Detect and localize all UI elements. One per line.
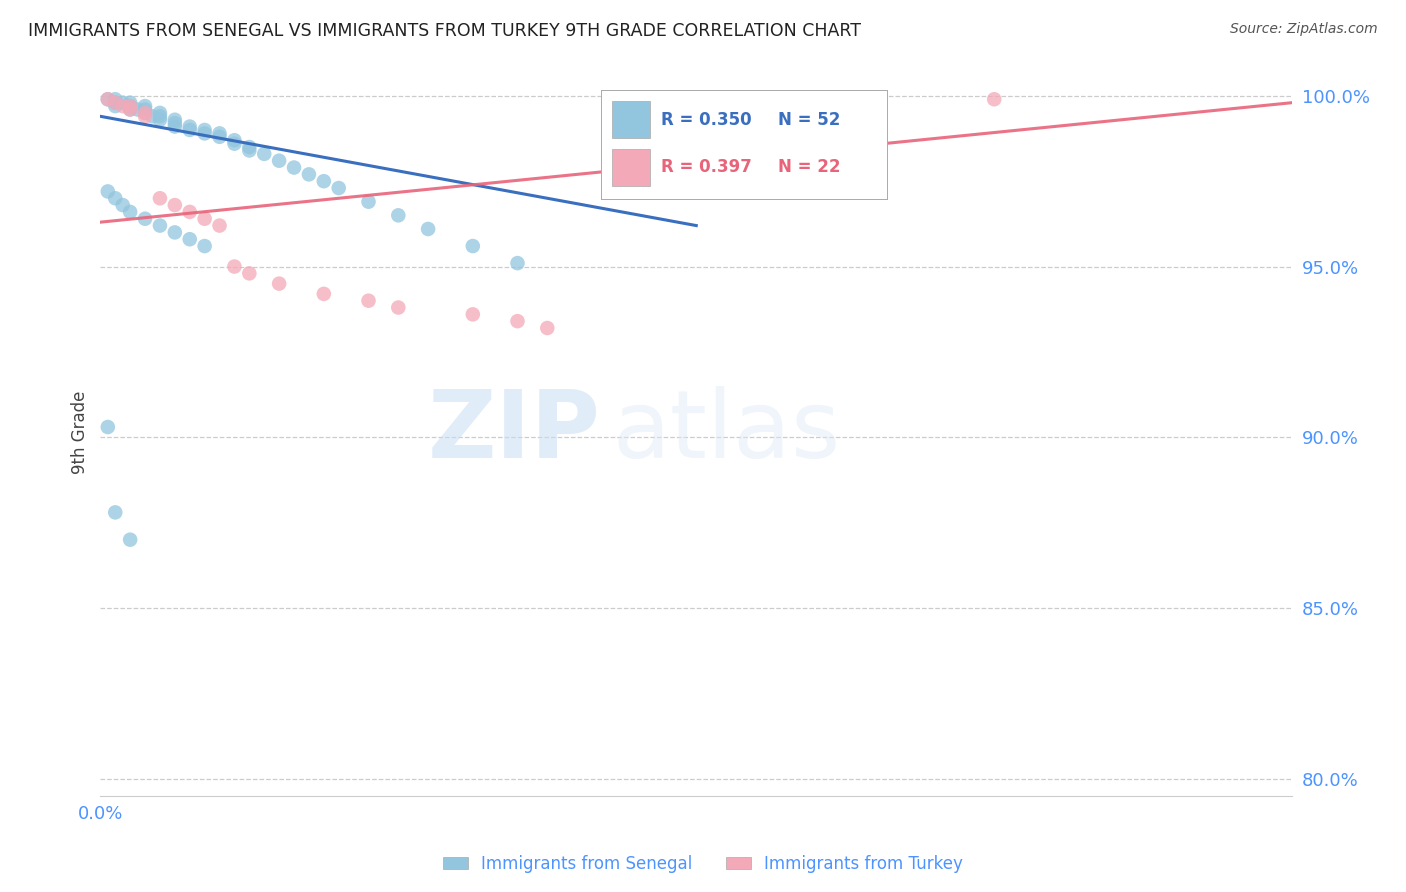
Point [120, 205, 142, 219]
Point [134, 106, 156, 120]
Point [149, 219, 172, 233]
Y-axis label: 9th Grade: 9th Grade [72, 391, 89, 474]
Point [120, 99, 142, 113]
Point [111, 198, 134, 212]
Point [312, 174, 335, 188]
Point [357, 194, 380, 209]
Point [97, 185, 120, 199]
Point [238, 144, 260, 158]
Point [149, 106, 172, 120]
Point [104, 95, 127, 110]
Point [104, 191, 127, 205]
Point [357, 293, 380, 308]
Point [253, 147, 276, 161]
Point [269, 277, 291, 291]
Point [506, 256, 529, 270]
Point [298, 167, 321, 181]
Point [224, 133, 246, 147]
Point [312, 286, 335, 301]
Point [328, 181, 350, 195]
Point [149, 109, 172, 123]
Point [134, 211, 156, 226]
Point [194, 211, 217, 226]
Point [387, 208, 409, 222]
Point [283, 161, 305, 175]
Point [238, 140, 260, 154]
Point [416, 222, 439, 236]
Point [163, 112, 186, 127]
Point [163, 120, 186, 134]
Point [104, 505, 127, 519]
Point [111, 95, 134, 110]
Point [134, 106, 156, 120]
Point [163, 198, 186, 212]
Point [120, 103, 142, 117]
Point [141, 109, 163, 123]
Point [97, 92, 120, 106]
Point [179, 232, 201, 246]
Point [97, 92, 120, 106]
Point [506, 314, 529, 328]
Point [983, 92, 1005, 106]
Text: Source: ZipAtlas.com: Source: ZipAtlas.com [1230, 22, 1378, 37]
Point [194, 239, 217, 253]
Point [134, 109, 156, 123]
Point [97, 420, 120, 434]
Point [208, 127, 231, 141]
Point [163, 226, 186, 240]
Point [120, 99, 142, 113]
Point [179, 123, 201, 137]
Point [134, 103, 156, 117]
Point [269, 153, 291, 168]
Point [104, 95, 127, 110]
Point [536, 321, 558, 335]
Point [179, 120, 201, 134]
Point [194, 127, 217, 141]
Point [224, 136, 246, 151]
Legend: Immigrants from Senegal, Immigrants from Turkey: Immigrants from Senegal, Immigrants from… [436, 848, 970, 880]
Text: IMMIGRANTS FROM SENEGAL VS IMMIGRANTS FROM TURKEY 9TH GRADE CORRELATION CHART: IMMIGRANTS FROM SENEGAL VS IMMIGRANTS FR… [28, 22, 860, 40]
Point [387, 301, 409, 315]
Point [120, 95, 142, 110]
Text: ZIP: ZIP [427, 386, 600, 478]
Point [104, 99, 127, 113]
Point [149, 191, 172, 205]
Point [163, 116, 186, 130]
Text: atlas: atlas [613, 386, 841, 478]
Point [224, 260, 246, 274]
Point [238, 266, 260, 280]
Point [149, 112, 172, 127]
Point [208, 219, 231, 233]
Point [120, 103, 142, 117]
Point [461, 239, 484, 253]
Point [104, 92, 127, 106]
Point [194, 123, 217, 137]
Point [111, 99, 134, 113]
Point [179, 205, 201, 219]
Point [461, 307, 484, 321]
Point [134, 99, 156, 113]
Point [208, 129, 231, 144]
Point [120, 533, 142, 547]
Point [127, 103, 149, 117]
